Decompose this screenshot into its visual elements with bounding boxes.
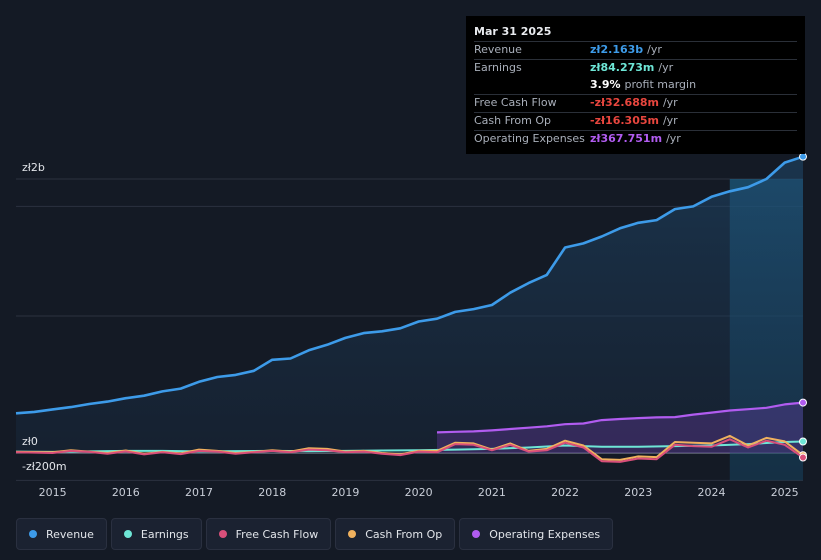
tooltip-row-unit: /yr [662,96,678,109]
legend-item-operating-expenses[interactable]: Operating Expenses [459,518,614,550]
x-tick-label: 2024 [697,486,725,499]
legend-dot-icon [29,530,37,538]
y-axis-label-top: zł2b [22,161,45,174]
tooltip-row-unit: profit margin [624,78,697,91]
tooltip-date: Mar 31 2025 [474,25,552,38]
tooltip-row-value: -zł32.688m [590,96,659,109]
legend-item-revenue[interactable]: Revenue [16,518,107,550]
legend-item-free-cash-flow[interactable]: Free Cash Flow [205,518,332,550]
legend-label: Revenue [46,527,94,541]
y-axis-label-bottom: -zł200m [22,460,67,473]
tooltip-row-label: Free Cash Flow [474,96,557,109]
operating-expenses-line [436,401,804,434]
y-axis-label-zero: zł0 [22,435,38,448]
tooltip-row-label: Cash From Op [474,114,552,127]
tooltip-row-label: Earnings [474,61,522,74]
legend-dot-icon [218,530,227,538]
tooltip-row-label: Revenue [474,43,522,56]
chart-area: 2015 2016 2017 2018 2019 2020 2021 2022 2023 2024… [15,152,807,499]
tooltip-row-unit: /yr [662,114,678,127]
legend-label: Operating Expenses [489,527,601,541]
legend-label: Free Cash Flow [235,527,319,541]
legend-label: Earnings [140,527,189,541]
legend-item-cash-from-op[interactable]: Cash From Op [335,518,456,550]
free-cash-flow-end-marker [799,453,807,462]
x-tick-label: 2021 [478,486,506,499]
legend-dot-icon [472,530,481,538]
tooltip-row-value: 3.9% [590,78,621,91]
revenue-area [16,156,803,453]
earnings-end-marker [799,437,807,446]
legend-label: Cash From Op [365,527,443,541]
tooltip-row-value: zł84.273m [590,61,655,74]
tooltip-row-unit: /yr [658,61,674,74]
tooltip-row: Operating Expenses zł367.751m/yr [474,130,797,147]
tooltip-panel: Mar 31 2025 Revenue zł2.163b/yr Earnings zł… [466,16,805,154]
tooltip-row: 3.9% profit margin [474,77,797,93]
tooltip-row-value: zł2.163b [590,43,644,56]
x-tick-label: 2015 [39,486,67,499]
x-tick-label: 2017 [185,486,213,499]
legend-dot-icon [123,530,132,538]
tooltip-row-label: Operating Expenses [474,132,585,145]
tooltip-row-value: zł367.751m [590,132,663,145]
x-tick-label: 2022 [551,486,579,499]
legend: Revenue Earnings Free Cash Flow Cash From O… [16,518,614,550]
revenue-end-marker [799,152,807,161]
tooltip-row: Revenue zł2.163b/yr [474,41,797,58]
x-tick-label: 2020 [405,486,433,499]
tooltip-row-unit: /yr [666,132,681,145]
revenue-line [15,155,804,415]
tooltip-row-value: -zł16.305m [590,114,659,127]
tooltip-row: Cash From Op -zł16.305m/yr [474,112,797,129]
x-tick-label: 2019 [331,486,359,499]
x-tick-label: 2025 [771,486,799,499]
operating-expenses-area [437,402,803,453]
tooltip-row-unit: /yr [647,43,662,56]
tooltip-row: Earnings zł84.273m/yr [474,59,797,76]
legend-dot-icon [348,530,357,538]
x-tick-label: 2016 [112,486,140,499]
legend-item-earnings[interactable]: Earnings [110,518,202,550]
x-tick-label: 2018 [258,486,286,499]
free-cash-flow-line [15,438,804,463]
operating-expenses-end-marker [799,398,807,407]
tooltip-row: Free Cash Flow -zł32.688m/yr [474,94,797,111]
x-tick-label: 2023 [624,486,652,499]
